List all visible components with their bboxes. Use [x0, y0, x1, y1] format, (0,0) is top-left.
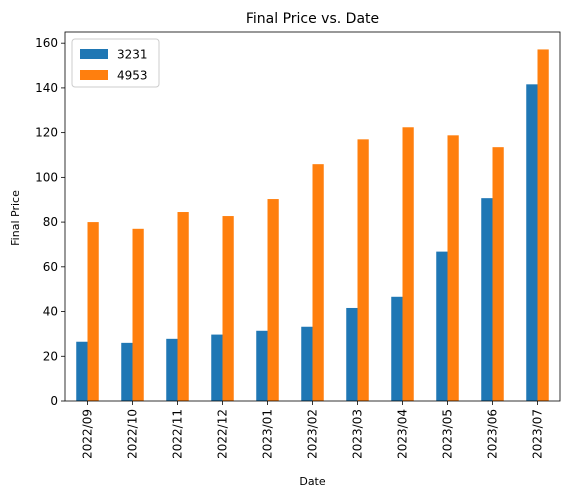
x-tick-label: 2023/03	[351, 409, 365, 459]
x-tick-label: 2022/09	[81, 409, 95, 459]
bar-4953-2023/06	[492, 147, 504, 401]
bar-3231-2023/06	[481, 198, 493, 401]
x-tick-label: 2023/02	[306, 409, 320, 459]
legend-swatch-3231	[80, 49, 108, 59]
bar-4953-2023/03	[357, 139, 369, 401]
plot-area: 0 20 40 60 80 100 120 140 160 2022/09 2022/10 2022/…	[35, 31, 561, 459]
y-tick-label: 140	[35, 81, 58, 95]
chart-title: Final Price vs. Date	[246, 11, 379, 27]
bar-4953-2023/01	[267, 199, 279, 401]
x-tick-label: 2022/10	[126, 409, 140, 459]
bar-3231-2022/11	[166, 338, 178, 401]
bar-3231-2022/09	[76, 341, 88, 401]
legend-label-4953: 4953	[117, 69, 148, 83]
y-tick-label: 40	[43, 305, 58, 319]
bar-4953-2022/12	[222, 216, 234, 401]
x-tick-label: 2023/06	[486, 409, 500, 459]
x-tick-label: 2023/04	[396, 409, 410, 459]
bar-3231-2023/07	[526, 84, 538, 402]
bar-3231-2022/12	[211, 334, 223, 401]
bar-4953-2023/07	[537, 49, 549, 402]
x-tick-label: 2023/07	[531, 409, 545, 459]
x-axis-title: Date	[299, 475, 326, 488]
bar-3231-2023/03	[346, 307, 358, 401]
bar-3231-2022/10	[121, 342, 133, 401]
legend: 3231 4953	[71, 38, 160, 88]
bar-3231-2023/01	[256, 330, 268, 401]
y-tick-label: 0	[50, 394, 58, 408]
bar-3231-2023/04	[391, 296, 403, 401]
bar-4953-2023/04	[402, 127, 414, 401]
y-tick-label: 60	[43, 260, 58, 274]
bar-4953-2023/05	[447, 135, 459, 401]
x-tick-label: 2023/01	[261, 409, 275, 459]
bar-3231-2023/02	[301, 326, 313, 401]
y-tick-label: 20	[43, 349, 58, 363]
y-tick-label: 100	[35, 170, 58, 184]
x-tick-label: 2022/12	[216, 409, 230, 459]
x-tick-label: 2023/05	[441, 409, 455, 459]
bar-4953-2022/09	[87, 222, 99, 401]
y-tick-label: 160	[35, 36, 58, 50]
bar-4953-2022/10	[132, 228, 144, 401]
legend-swatch-4953	[80, 70, 108, 80]
bar-3231-2023/05	[436, 251, 448, 401]
x-tick-label: 2022/11	[171, 409, 185, 459]
bar-4953-2022/11	[177, 212, 189, 401]
y-axis-title: Final Price	[9, 190, 22, 246]
y-tick-label: 120	[35, 126, 58, 140]
bar-4953-2023/02	[312, 164, 324, 401]
y-tick-label: 80	[43, 215, 58, 229]
legend-label-3231: 3231	[117, 48, 148, 62]
